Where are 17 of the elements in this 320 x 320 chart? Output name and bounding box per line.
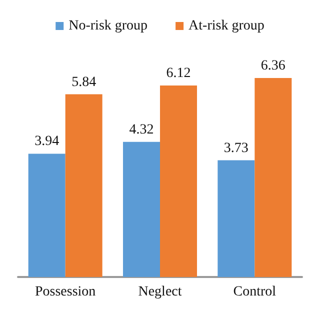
legend-label: At-risk group	[188, 18, 264, 34]
x-tick-label: Neglect	[138, 284, 182, 300]
bar	[65, 94, 102, 277]
x-tick-label: Control	[233, 284, 276, 300]
data-label: 4.32	[129, 122, 154, 138]
bar	[123, 142, 160, 277]
bar	[218, 160, 255, 277]
data-label: 3.94	[34, 134, 60, 150]
x-tick-label: Possession	[34, 284, 96, 300]
bar	[160, 86, 197, 277]
data-label: 5.84	[72, 74, 96, 90]
legend-label: No-risk group	[68, 18, 148, 34]
bar	[254, 78, 292, 277]
data-label: 3.73	[224, 140, 248, 156]
data-label: 6.12	[166, 66, 191, 82]
data-label: 6.36	[260, 58, 286, 74]
bar	[28, 154, 66, 277]
